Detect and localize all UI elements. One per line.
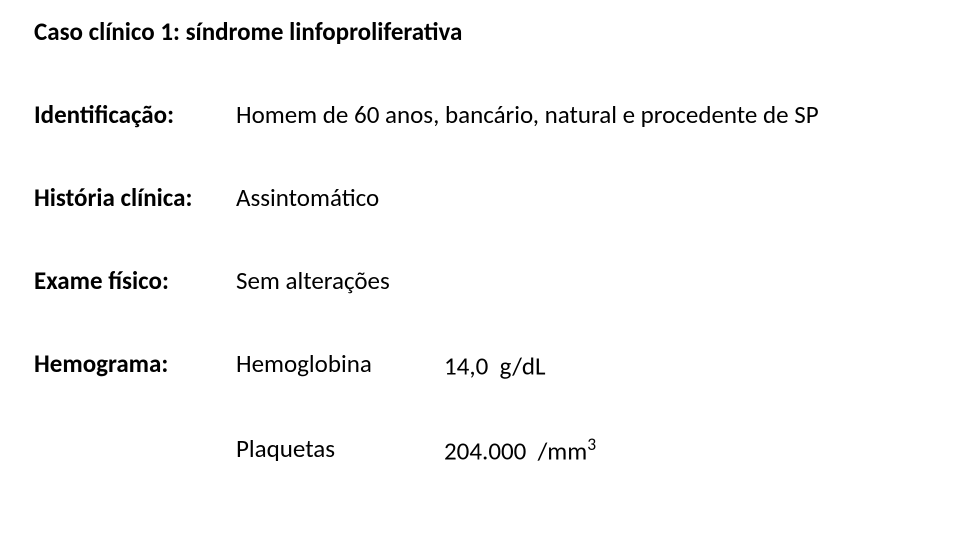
hemograma-item-value-0: 14,0 g/dL	[444, 348, 684, 381]
clinical-case-page: Caso clínico 1: síndrome linfoproliferat…	[0, 0, 960, 552]
hemograma-row-1: Plaquetas 204.000 /mm3	[34, 433, 926, 466]
hemograma-value-1: 204.000	[444, 436, 526, 467]
hemograma-value-0: 14,0	[444, 350, 488, 381]
hemograma-item-name-0: Hemoglobina	[236, 348, 444, 381]
exame-row: Exame físico: Sem alterações	[34, 265, 926, 296]
hemograma-unit-sup-1: 3	[587, 433, 596, 455]
hemograma-item-value-1: 204.000 /mm3	[444, 433, 684, 466]
hemograma-label: Hemograma:	[34, 348, 236, 381]
identificacao-label: Identificação:	[34, 99, 236, 130]
exame-value: Sem alterações	[236, 265, 390, 296]
identificacao-value: Homem de 60 anos, bancário, natural e pr…	[236, 99, 819, 130]
historia-row: História clínica: Assintomático	[34, 182, 926, 213]
historia-label: História clínica:	[34, 182, 236, 213]
page-title: Caso clínico 1: síndrome linfoproliferat…	[34, 16, 926, 47]
hemograma-unit-1: /mm	[538, 436, 588, 467]
hemograma-row-0: Hemograma: Hemoglobina 14,0 g/dL	[34, 348, 926, 381]
identificacao-row: Identificação: Homem de 60 anos, bancári…	[34, 99, 926, 130]
exame-label: Exame físico:	[34, 265, 236, 296]
historia-value: Assintomático	[236, 182, 379, 213]
hemograma-unit-0: g/dL	[500, 350, 546, 381]
spacer	[34, 433, 236, 466]
hemograma-item-name-1: Plaquetas	[236, 433, 444, 466]
